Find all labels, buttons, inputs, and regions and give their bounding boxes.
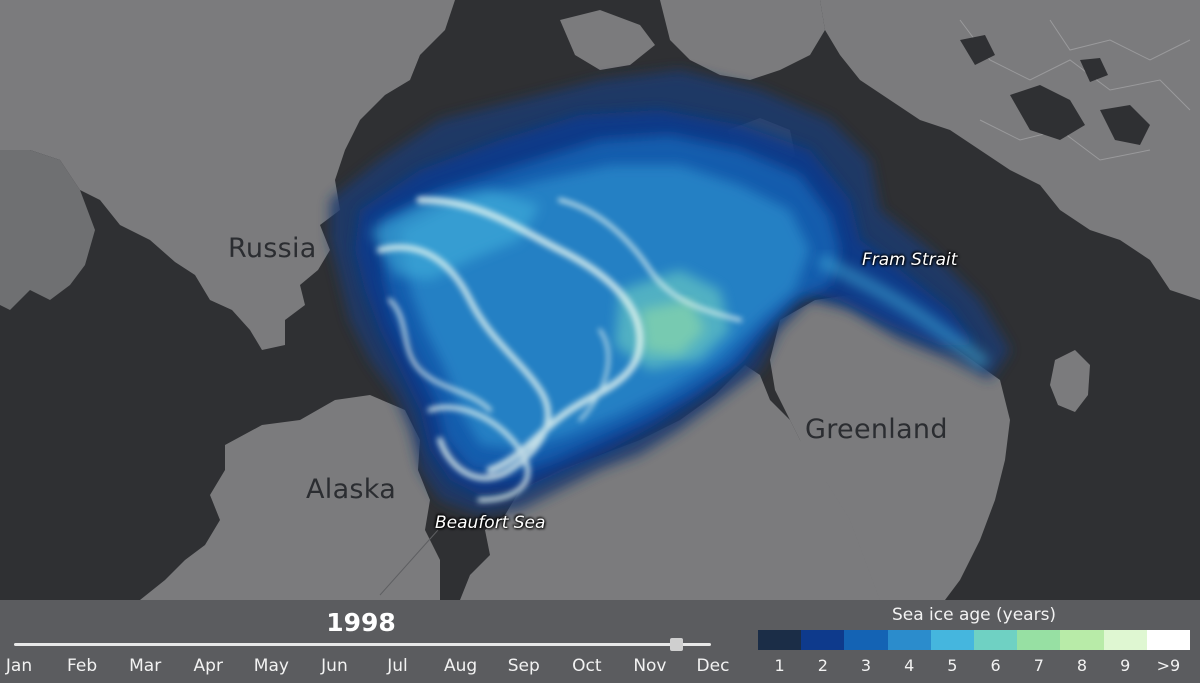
ice-age-7-zone [640, 300, 705, 355]
greenland-land [770, 295, 1010, 600]
lakes [960, 35, 1150, 145]
old-ice-streaks [377, 196, 742, 503]
month-label-oct: Oct [572, 656, 602, 676]
fram-outflow [816, 253, 990, 371]
month-label-jul: Jul [387, 656, 408, 676]
month-label-sep: Sep [507, 656, 540, 676]
month-label-apr: Apr [193, 656, 223, 676]
legend-value-3: 3 [860, 656, 872, 675]
month-label-mar: Mar [129, 656, 162, 676]
greenland-label: Greenland [805, 414, 948, 445]
beaufort-pointer [379, 529, 439, 596]
legend-swatches [758, 630, 1191, 650]
month-label-nov: Nov [633, 656, 667, 676]
kamchatka-land [0, 150, 95, 310]
legend-swatch-9 [1103, 630, 1147, 650]
month-label-jan: Jan [5, 656, 33, 676]
timeline-handle[interactable] [670, 638, 684, 651]
beaufort-sea-label: Beaufort Sea [435, 513, 546, 533]
ice-age-5-zone [370, 190, 540, 280]
russia-land [0, 0, 455, 350]
legend-value-6: 6 [990, 656, 1001, 675]
alaska-label: Alaska [306, 474, 397, 505]
month-label-feb: Feb [67, 656, 98, 676]
legend-value-10: >9 [1156, 656, 1181, 675]
legend-value-5: 5 [947, 656, 958, 675]
sea-ice [330, 70, 1010, 515]
legend-swatch-10 [1146, 630, 1191, 650]
legend-value-9: 9 [1120, 656, 1131, 675]
iceland-land [1050, 350, 1090, 412]
canada-archipelago-land [460, 365, 900, 600]
legend-swatch-4 [887, 630, 931, 650]
fram-strait-label: Fram Strait [862, 250, 958, 270]
legend-title: Sea ice age (years) [891, 605, 1057, 625]
legend-swatch-5 [930, 630, 975, 650]
legend-value-8: 8 [1076, 656, 1088, 675]
month-label-aug: Aug [444, 656, 478, 676]
legend-swatch-6 [974, 630, 1018, 650]
novaya-zemlya-land [560, 10, 655, 70]
legend-swatch-1 [758, 630, 802, 650]
timeline-track[interactable] [14, 638, 711, 651]
legend-swatch-8 [1060, 630, 1104, 650]
legend-swatch-3 [844, 630, 888, 650]
month-label-may: May [253, 656, 289, 676]
alaska-land [140, 395, 440, 600]
month-label-jun: Jun [321, 656, 348, 676]
legend-value-4: 4 [904, 656, 915, 675]
northern-europe-land [660, 0, 825, 80]
legend-value-1: 1 [774, 656, 785, 675]
legend-swatch-7 [1017, 630, 1061, 650]
year-readout: 1998 [326, 608, 396, 637]
legend-value-2: 2 [817, 656, 828, 675]
legend-swatch-2 [801, 630, 845, 650]
month-label-dec: Dec [696, 656, 730, 676]
russia-label: Russia [228, 233, 317, 264]
legend-value-7: 7 [1033, 656, 1044, 675]
arctic-map [0, 0, 1200, 600]
